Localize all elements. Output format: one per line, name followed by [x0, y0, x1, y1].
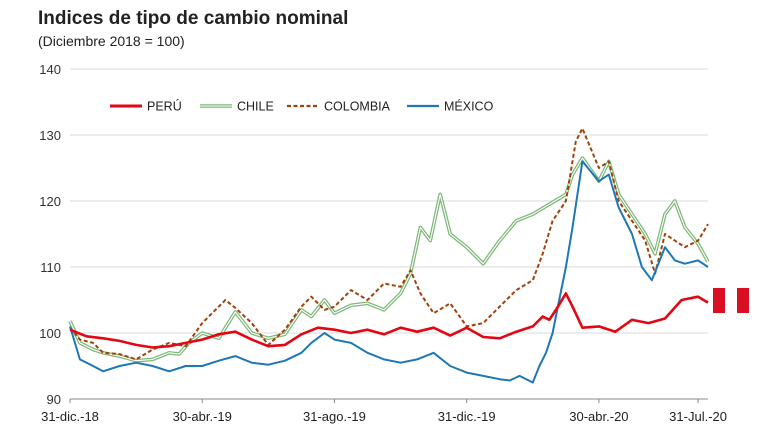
legend-item: MÉXICO — [407, 99, 494, 114]
legend-label: CHILE — [237, 100, 274, 114]
y-tick-label: 110 — [40, 260, 61, 275]
chart-title: Indices de tipo de cambio nominal — [38, 8, 349, 29]
x-tick-label: 31-ago.-19 — [303, 409, 366, 424]
y-tick-label: 100 — [39, 326, 61, 341]
x-tick-label: 31-Jul.-20 — [669, 409, 727, 424]
legend-label: COLOMBIA — [324, 100, 391, 114]
x-tick-label: 31-dic.-19 — [438, 409, 496, 424]
flag-stripe-center — [725, 288, 737, 313]
chart-subtitle: (Diciembre 2018 = 100) — [38, 33, 185, 49]
series-line-perú — [69, 292, 709, 349]
y-tick-label: 130 — [39, 128, 61, 143]
series-line-méxico — [69, 160, 709, 384]
legend-item: PERÚ — [110, 99, 182, 114]
flag-stripe-left — [713, 288, 725, 313]
series-lines — [68, 127, 710, 384]
legend-label: PERÚ — [147, 99, 182, 114]
legend-item: CHILE — [200, 100, 274, 114]
series-line-colombia — [69, 127, 709, 361]
y-tick-label: 120 — [39, 194, 61, 209]
legend: PERÚ CHILE COLOMBIA MÉXICO — [110, 99, 494, 114]
legend-label: MÉXICO — [444, 99, 494, 114]
y-tick-label: 90 — [47, 392, 61, 407]
peru-flag-icon — [713, 288, 749, 313]
legend-item: COLOMBIA — [287, 100, 391, 114]
y-tick-label: 140 — [39, 62, 61, 77]
x-tick-label: 30-abr.-19 — [173, 409, 232, 424]
x-tick-label: 30-abr.-20 — [569, 409, 628, 424]
flag-stripe-right — [737, 288, 749, 313]
x-axis: 31-dic.-18 30-abr.-19 31-ago.-19 31-dic.-19… — [41, 398, 727, 424]
series-line-chile-inner — [69, 157, 709, 362]
y-axis: 90 100 110 120 130 140 — [39, 62, 61, 407]
x-tick-label: 31-dic.-18 — [41, 409, 99, 424]
